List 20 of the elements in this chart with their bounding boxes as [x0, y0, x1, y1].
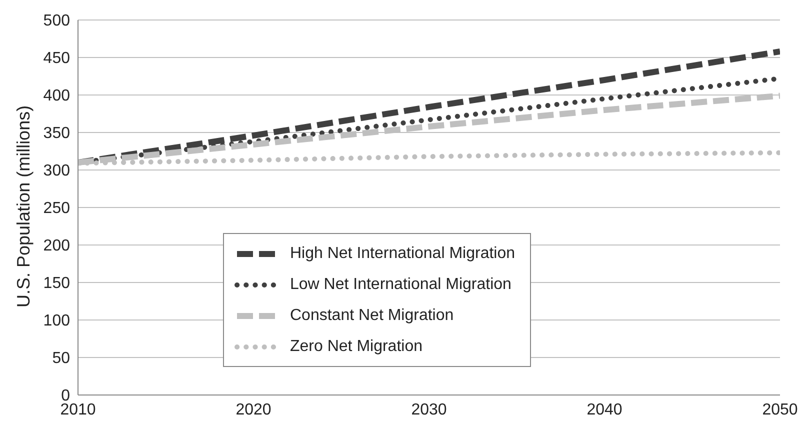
y-tick-label: 500	[43, 12, 70, 30]
x-tick-label: 2040	[586, 401, 622, 418]
x-tick-label: 2030	[411, 401, 447, 418]
y-tick-label: 450	[43, 50, 70, 68]
x-tick-label: 2020	[236, 401, 272, 418]
y-axis-title: U.S. Population (millions)	[13, 105, 34, 308]
legend-label: Zero Net Migration	[290, 338, 422, 356]
legend-label: Low Net International Migration	[290, 276, 512, 294]
legend-label: High Net International Migration	[290, 244, 516, 262]
y-tick-label: 200	[43, 238, 70, 255]
y-tick-label: 400	[43, 88, 70, 105]
y-tick-label: 350	[43, 125, 70, 142]
y-tick-label: 250	[43, 200, 70, 218]
legend-label: Constant Net Migration	[290, 306, 454, 324]
y-tick-label: 50	[52, 350, 70, 368]
x-tick-label: 2010	[60, 401, 96, 418]
y-tick-label: 300	[43, 162, 70, 180]
x-tick-label: 2050	[762, 401, 798, 418]
y-tick-label: 100	[43, 312, 70, 330]
y-tick-label: 150	[43, 275, 70, 292]
